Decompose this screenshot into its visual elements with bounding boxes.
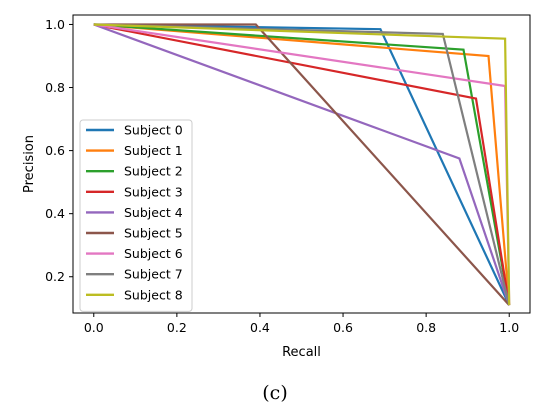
plot-frame (72, 14, 531, 314)
pr-curve-chart: 0.0 0.2 0.4 0.6 0.8 1.0 0.2 0.4 0.6 0.8 1.0 Recal… (22, 14, 531, 360)
figure-caption: (c) (262, 382, 288, 404)
legend-label: Subject 6 (124, 246, 183, 261)
series-line-4 (93, 23, 511, 306)
y-tick-label: 0.8 (45, 80, 65, 95)
y-axis-label: Precision (22, 135, 37, 193)
y-tick-label: 1.0 (45, 17, 65, 32)
y-tick-label: 0.4 (45, 206, 65, 221)
series-layer (93, 23, 511, 306)
x-tick-label: 0.8 (416, 320, 436, 335)
series-line-2 (93, 23, 511, 306)
x-tick-label: 0.2 (167, 320, 187, 335)
y-axis-ticks: 0.2 0.4 0.6 0.8 1.0 (45, 17, 73, 284)
x-axis-label: Recall (282, 345, 321, 360)
x-tick-label: 0.6 (333, 320, 353, 335)
x-tick-label: 0.0 (84, 320, 104, 335)
series-line-1 (93, 23, 511, 306)
legend-label: Subject 5 (124, 226, 183, 241)
legend-label: Subject 2 (124, 164, 183, 179)
legend-label: Subject 0 (124, 123, 183, 138)
series-line-3 (93, 23, 511, 306)
legend-label: Subject 8 (124, 287, 183, 302)
legend-label: Subject 7 (124, 267, 183, 282)
x-tick-label: 0.4 (250, 320, 270, 335)
y-tick-label: 0.2 (45, 269, 65, 284)
legend: Subject 0 Subject 1 Subject 2 Subject 3 Subj… (79, 119, 193, 312)
legend-label: Subject 3 (124, 184, 183, 199)
legend-box (79, 119, 193, 312)
legend-label: Subject 1 (124, 143, 183, 158)
x-tick-label: 1.0 (499, 320, 519, 335)
y-tick-label: 0.6 (45, 143, 65, 158)
legend-label: Subject 4 (124, 205, 183, 220)
series-line-8 (93, 23, 511, 306)
x-axis-ticks: 0.0 0.2 0.4 0.6 0.8 1.0 (84, 313, 519, 335)
series-line-5 (93, 23, 511, 306)
